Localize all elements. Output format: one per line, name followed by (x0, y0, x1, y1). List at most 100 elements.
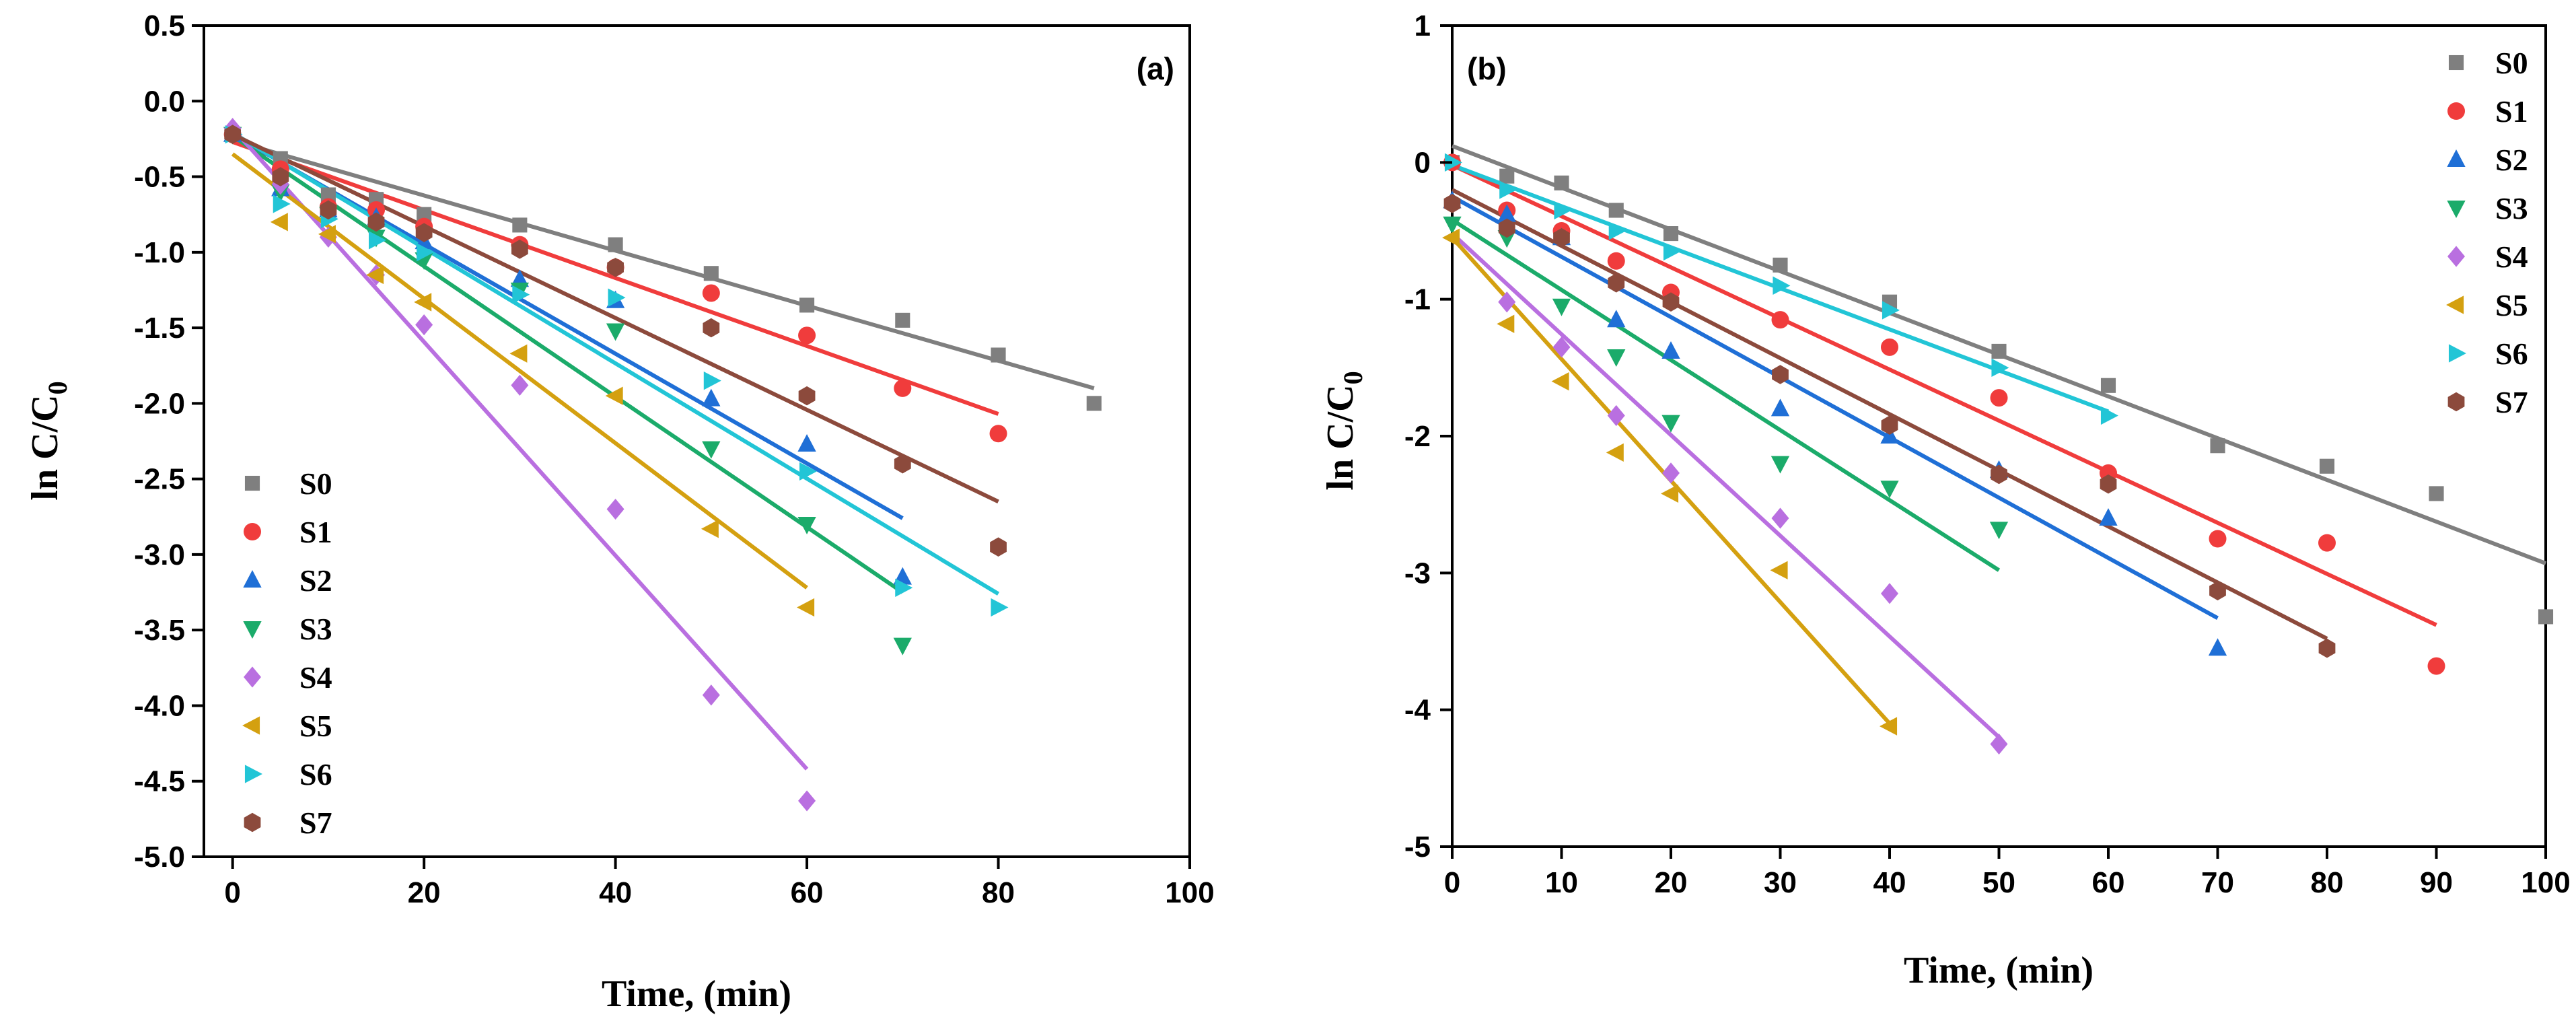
data-point-s3 (702, 441, 721, 459)
x-tick-label: 40 (1873, 866, 1906, 899)
data-point-s0 (991, 347, 1006, 363)
legend-marker-s6 (2448, 344, 2466, 363)
data-point-s5 (509, 344, 528, 363)
legend-marker-s2 (243, 570, 262, 588)
x-tick-label: 60 (2092, 866, 2125, 899)
y-axis-title-b-sub: 0 (1338, 371, 1368, 384)
data-point-s7 (415, 223, 433, 242)
data-point-s0 (2319, 458, 2335, 474)
data-point-s3 (606, 323, 625, 341)
legend-marker-s0 (2448, 55, 2464, 71)
data-point-s7 (272, 167, 289, 186)
data-point-s6 (2100, 406, 2118, 425)
data-point-s7 (224, 125, 242, 144)
y-tick-label: 0 (1415, 146, 1431, 179)
legend-label-s3: S3 (299, 612, 332, 646)
data-point-s7 (1881, 415, 1898, 435)
data-point-s3 (1607, 349, 1626, 367)
data-point-s1 (2318, 534, 2336, 552)
data-point-s6 (368, 231, 386, 250)
data-point-s7 (1553, 227, 1570, 248)
data-point-s5 (797, 598, 815, 617)
legend-marker-s5 (242, 716, 260, 735)
data-point-s3 (1989, 522, 2009, 540)
legend-marker-s4 (244, 666, 261, 688)
data-point-s4 (798, 790, 816, 812)
legend-label-s4: S4 (299, 660, 332, 695)
y-axis-title-b-main: ln C/C (1320, 384, 1361, 490)
legend-label-s3: S3 (2495, 191, 2528, 225)
y-tick-label: -1.0 (134, 236, 185, 269)
data-point-s6 (1773, 276, 1791, 295)
data-point-s7 (798, 386, 816, 406)
data-point-s7 (2209, 581, 2226, 601)
data-point-s0 (512, 217, 528, 233)
fit-line-s5 (231, 152, 808, 590)
data-point-s4 (702, 684, 720, 706)
legend-marker-s0 (244, 475, 260, 491)
x-axis-b: 0 10 20 30 40 50 60 70 80 90 100 (1444, 847, 2571, 899)
data-point-s6 (1882, 301, 1900, 320)
data-point-s5 (1497, 314, 1515, 333)
data-point-s6 (1444, 153, 1462, 172)
y-tick-label: -4.5 (134, 765, 185, 798)
y-tick-label: 0.0 (144, 85, 185, 118)
legend-marker-s7 (2447, 392, 2465, 412)
data-point-s2 (1770, 398, 1790, 417)
data-point-s0 (2100, 378, 2116, 393)
data-point-s5 (1551, 372, 1569, 391)
x-tick-label: 50 (1982, 866, 2015, 899)
x-tick-label: 80 (982, 876, 1015, 909)
y-tick-label: -3 (1404, 557, 1431, 590)
data-point-s1 (798, 326, 816, 345)
legend-marker-s1 (244, 523, 261, 540)
x-tick-label: 40 (599, 876, 632, 909)
legend-label-s7: S7 (299, 806, 332, 840)
y-axis-b: 1 0 -1 -2 -3 -4 -5 (1404, 9, 1452, 863)
data-point-s5 (605, 386, 623, 405)
legend-label-s4: S4 (2495, 240, 2528, 274)
data-point-s4 (606, 498, 624, 520)
data-point-s3 (1443, 216, 1462, 234)
data-point-s0 (1773, 257, 1788, 273)
x-tick-label: 100 (1165, 876, 1214, 909)
chart-panel-a: (a) 0 20 40 60 80 100 0.5 0.0 -0.5 -1.0 -1.5 -2.0 -… (24, 9, 1215, 1015)
fit-line-s3 (231, 134, 904, 594)
data-point-s0 (320, 187, 336, 203)
data-point-s0 (608, 237, 623, 252)
data-point-s5 (270, 213, 288, 232)
y-axis-a: 0.5 0.0 -0.5 -1.0 -1.5 -2.0 -2.5 -3.0 -3.5 -4.0 -4… (134, 9, 204, 874)
data-point-s7 (511, 240, 528, 259)
y-axis-title-b: ln C/C0 (1320, 371, 1368, 490)
data-point-s1 (2209, 530, 2227, 548)
data-point-s0 (1663, 226, 1679, 242)
data-point-s2 (510, 269, 530, 287)
data-point-s1 (702, 284, 720, 302)
data-point-s4 (511, 374, 529, 396)
fit-line-s6 (231, 131, 1000, 596)
fit-line-s7 (231, 132, 999, 504)
y-axis-title-a: ln C/C0 (24, 381, 73, 500)
data-point-s4 (1662, 462, 1680, 484)
fit-lines-a (231, 127, 1095, 771)
data-point-s3 (797, 516, 816, 534)
legend-a: S0 S1 S2 S3 S4 S5 S6 S7 (242, 466, 332, 840)
y-axis-title-a-main: ln C/C (24, 394, 66, 500)
data-point-s6 (1663, 242, 1681, 261)
legend-marker-s5 (2446, 295, 2464, 314)
data-point-s4 (1771, 507, 1789, 529)
data-point-s6 (608, 288, 626, 307)
legend-marker-s2 (2447, 149, 2466, 168)
data-point-s1 (1990, 389, 2008, 407)
y-tick-label: -3.0 (134, 538, 185, 571)
legend-marker-s7 (244, 812, 261, 833)
y-tick-label: -5.0 (134, 841, 185, 874)
data-point-s4 (1607, 404, 1625, 427)
legend-label-s0: S0 (299, 466, 332, 501)
legend-label-s1: S1 (2495, 94, 2528, 129)
legend-label-s2: S2 (299, 563, 332, 598)
data-point-s6 (1991, 358, 2009, 377)
y-tick-label: -3.5 (134, 614, 185, 647)
data-point-s2 (1880, 426, 1899, 444)
